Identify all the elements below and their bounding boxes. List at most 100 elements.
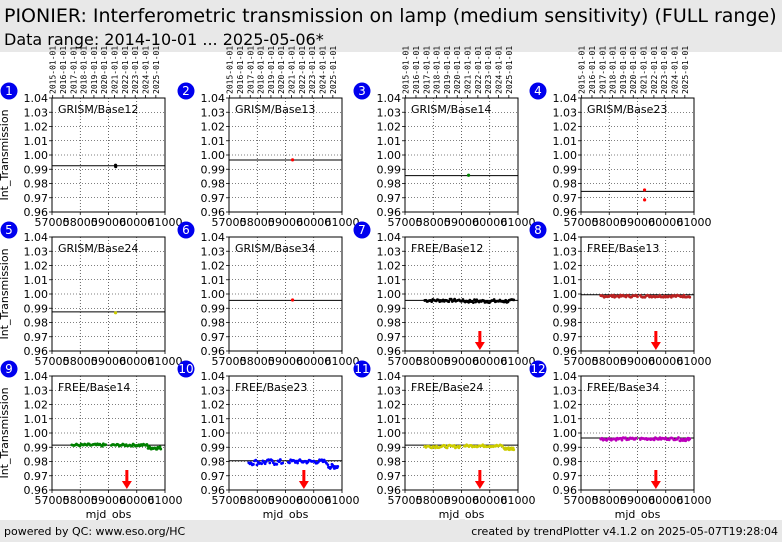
panel-number-label: 9: [5, 362, 13, 376]
y-axis-label: Int_Transmission: [0, 387, 11, 478]
x-tick-label: 60000: [119, 494, 154, 507]
y-tick-label: 1.04: [201, 231, 226, 244]
y-tick-label: 0.98: [24, 178, 49, 191]
panel-number-badge: [353, 221, 371, 239]
y-tick-label: 1.01: [24, 274, 49, 287]
date-tick-label: 2015-01-01: [226, 46, 235, 94]
date-tick-label: 2017-01-01: [422, 46, 431, 94]
panel-number-badge: [529, 221, 547, 239]
panel-config-label: GRISM/Base12: [58, 103, 138, 116]
data-point: [504, 298, 508, 302]
date-tick-label: 2015-01-01: [578, 46, 587, 94]
footer-powered-by: powered by QC: www.eso.org/HC: [4, 525, 186, 538]
date-tick-label: 2024-01-01: [142, 46, 151, 94]
panel-config-label: FREE/Base24: [411, 381, 483, 394]
data-point: [677, 436, 680, 439]
y-tick-label: 1.00: [201, 149, 226, 162]
y-tick-label: 0.98: [201, 456, 226, 469]
panel-number-badge: [0, 82, 18, 100]
data-point: [611, 293, 615, 297]
panel-config-label: GRISM/Base13: [235, 103, 315, 116]
date-tick-label: 2024-01-01: [671, 46, 680, 94]
y-tick-label: 1.01: [201, 274, 226, 287]
date-tick-label: 2018-01-01: [609, 46, 618, 94]
date-tick-label: 2022-01-01: [298, 46, 307, 94]
data-point: [252, 462, 255, 466]
date-tick-label: 2021-01-01: [640, 46, 649, 94]
x-axis-label: mjd_obs: [615, 508, 661, 521]
date-tick-label: 2018-01-01: [257, 46, 266, 94]
y-tick-label: 1.01: [553, 413, 578, 426]
x-tick-label: 61000: [501, 216, 536, 229]
date-tick-label: 2024-01-01: [319, 46, 328, 94]
x-tick-label: 57000: [388, 216, 423, 229]
x-tick-label: 59000: [444, 494, 479, 507]
data-point: [471, 301, 475, 304]
chart-panel-10: 10 0.960.970.98 0.991.001.011.02 1.031.04 57…: [177, 360, 360, 521]
x-tick-label: 60000: [472, 494, 507, 507]
data-point: [512, 448, 516, 452]
date-tick-label: 2020-01-01: [629, 46, 638, 94]
y-tick-label: 1.00: [24, 427, 49, 440]
y-axis-label: Int_Transmission: [0, 248, 11, 339]
data-point: [642, 188, 647, 192]
y-tick-label: 1.02: [377, 399, 402, 412]
y-tick-label: 0.96: [24, 345, 49, 358]
y-tick-label: 0.97: [201, 331, 226, 344]
panel-config-label: GRISM/Base14: [411, 103, 491, 116]
panel-number-badge: [353, 360, 371, 378]
y-tick-label: 1.01: [24, 413, 49, 426]
data-point: [445, 446, 449, 450]
date-tick-label: 2017-01-01: [246, 46, 255, 94]
panel-number-label: 5: [5, 223, 13, 237]
data-point: [290, 298, 295, 302]
y-tick-label: 1.00: [201, 427, 226, 440]
y-tick-label: 1.00: [201, 288, 226, 301]
panel-number-badge: [177, 221, 195, 239]
y-tick-label: 0.99: [24, 441, 49, 454]
panel-number-label: 10: [178, 362, 193, 376]
y-tick-label: 1.00: [377, 288, 402, 301]
x-tick-label: 58000: [240, 216, 275, 229]
x-tick-label: 61000: [501, 355, 536, 368]
y-tick-label: 1.04: [377, 92, 402, 105]
y-tick-label: 1.04: [201, 370, 226, 383]
data-point: [620, 438, 624, 442]
data-point: [288, 461, 291, 465]
x-tick-label: 57000: [35, 355, 70, 368]
x-tick-label: 58000: [416, 355, 451, 368]
data-point: [326, 463, 330, 467]
plot-frame: [404, 97, 519, 213]
plot-frame: [228, 236, 343, 352]
data-point: [159, 447, 163, 451]
chart-panel-8: 8 0.960.970.98 0.991.001.011.02 1.031.04 570…: [529, 221, 712, 368]
y-tick-label: 1.01: [377, 413, 402, 426]
y-tick-label: 1.00: [553, 149, 578, 162]
data-point: [688, 437, 692, 441]
x-tick-label: 61000: [325, 216, 360, 229]
date-tick-label: 2021-01-01: [288, 46, 297, 94]
date-tick-label: 2019-01-01: [443, 46, 452, 94]
y-tick-label: 0.98: [377, 317, 402, 330]
y-tick-label: 0.96: [24, 484, 49, 497]
x-tick-label: 59000: [620, 216, 655, 229]
y-tick-label: 0.97: [553, 331, 578, 344]
date-tick-label: 2022-01-01: [121, 46, 130, 94]
x-axis-label: mjd_obs: [263, 508, 309, 521]
y-tick-label: 1.04: [377, 231, 402, 244]
y-tick-label: 0.98: [24, 317, 49, 330]
y-tick-label: 1.02: [24, 121, 49, 134]
data-point: [688, 295, 692, 299]
y-tick-label: 1.02: [377, 260, 402, 273]
y-tick-label: 0.99: [377, 302, 402, 315]
x-tick-label: 57000: [564, 355, 599, 368]
y-tick-label: 1.02: [553, 399, 578, 412]
x-tick-label: 59000: [268, 355, 303, 368]
y-tick-label: 1.03: [201, 384, 226, 397]
data-point: [278, 458, 282, 461]
y-tick-label: 0.96: [377, 206, 402, 219]
y-tick-label: 0.98: [377, 456, 402, 469]
y-tick-label: 0.97: [201, 470, 226, 483]
x-tick-label: 60000: [648, 494, 683, 507]
date-tick-label: 2025-01-01: [681, 46, 690, 94]
